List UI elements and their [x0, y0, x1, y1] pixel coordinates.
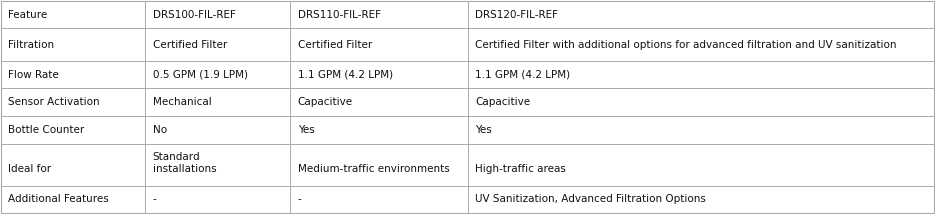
Text: -: - [297, 195, 301, 205]
Text: Certified Filter with additional options for advanced filtration and UV sanitiza: Certified Filter with additional options… [475, 40, 897, 49]
Text: No: No [153, 125, 167, 135]
Text: 1.1 GPM (4.2 LPM): 1.1 GPM (4.2 LPM) [475, 70, 570, 80]
Text: -: - [153, 195, 157, 205]
Text: Ideal for: Ideal for [8, 164, 51, 174]
Text: Medium-traffic environments: Medium-traffic environments [297, 164, 450, 174]
Text: Capacitive: Capacitive [475, 97, 530, 107]
Text: UV Sanitization, Advanced Filtration Options: UV Sanitization, Advanced Filtration Opt… [475, 195, 706, 205]
Text: DRS100-FIL-REF: DRS100-FIL-REF [153, 9, 236, 19]
Text: Yes: Yes [475, 125, 492, 135]
Text: 1.1 GPM (4.2 LPM): 1.1 GPM (4.2 LPM) [297, 70, 393, 80]
Text: 0.5 GPM (1.9 LPM): 0.5 GPM (1.9 LPM) [153, 70, 248, 80]
Text: Certified Filter: Certified Filter [153, 40, 227, 49]
Text: Bottle Counter: Bottle Counter [8, 125, 84, 135]
Text: High-traffic areas: High-traffic areas [475, 164, 566, 174]
Text: Certified Filter: Certified Filter [297, 40, 372, 49]
Text: Flow Rate: Flow Rate [8, 70, 59, 80]
Text: Filtration: Filtration [8, 40, 54, 49]
Text: Capacitive: Capacitive [297, 97, 352, 107]
Text: Standard
installations: Standard installations [153, 152, 217, 174]
Text: Mechanical: Mechanical [153, 97, 211, 107]
Text: Additional Features: Additional Features [8, 195, 108, 205]
Text: DRS120-FIL-REF: DRS120-FIL-REF [475, 9, 558, 19]
Text: Feature: Feature [8, 9, 48, 19]
Text: DRS110-FIL-REF: DRS110-FIL-REF [297, 9, 381, 19]
Text: Sensor Activation: Sensor Activation [8, 97, 100, 107]
Text: Yes: Yes [297, 125, 314, 135]
